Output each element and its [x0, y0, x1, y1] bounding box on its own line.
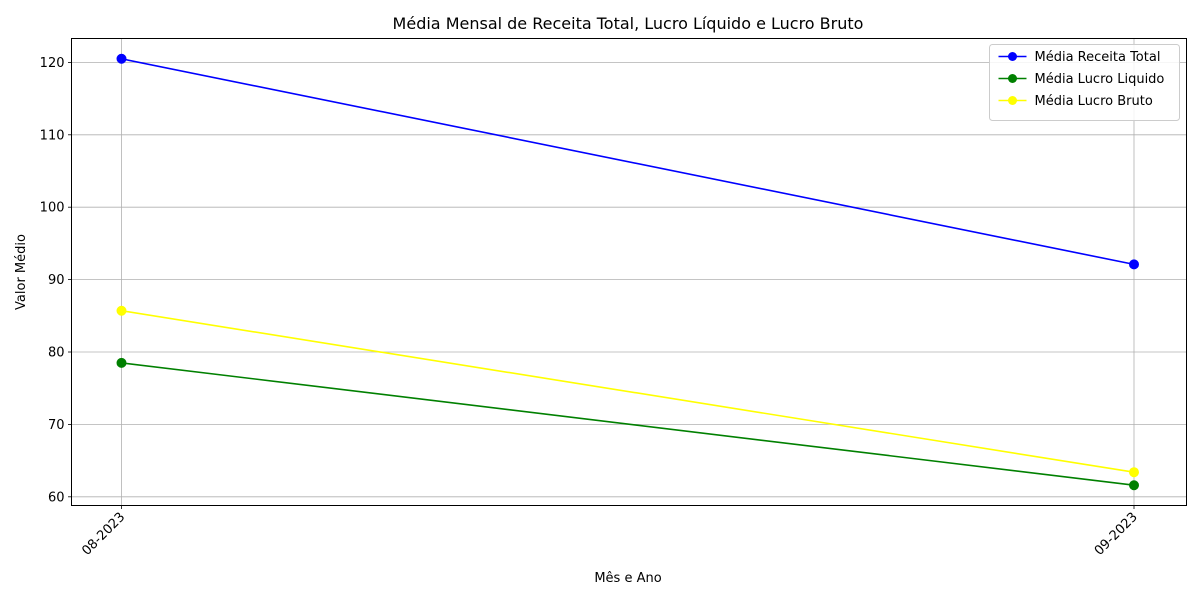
y-tick-label: 60 — [48, 490, 65, 505]
data-point — [116, 357, 127, 368]
series-line — [121, 309, 1135, 473]
y-tick-label: 100 — [40, 201, 65, 216]
legend-box — [989, 44, 1180, 121]
y-tick-label: 110 — [40, 128, 65, 143]
data-point — [116, 305, 127, 316]
x-tick-label: 08-2023 — [79, 510, 128, 559]
legend-label: Média Receita Total — [1035, 50, 1161, 65]
series-layer — [116, 53, 1139, 491]
axis-ticks: 60 70 80 90 100 110 120 08-2023 09-2023 — [40, 56, 1141, 559]
x-axis-label: Mês e Ano — [594, 571, 661, 586]
data-point — [1129, 259, 1139, 270]
legend-swatch-marker — [1008, 96, 1017, 105]
legend: Média Receita Total Média Lucro Liquido Mé… — [989, 44, 1180, 121]
legend-label: Média Lucro Bruto — [1035, 94, 1153, 109]
data-point — [1129, 467, 1139, 478]
series-line — [121, 362, 1135, 487]
chart-title: Média Mensal de Receita Total, Lucro Líq… — [393, 14, 864, 33]
y-tick-label: 80 — [48, 346, 65, 361]
grid — [71, 38, 1187, 506]
legend-swatch-marker — [1008, 52, 1017, 61]
plot-frame — [71, 38, 1187, 506]
series-line — [121, 57, 1135, 266]
y-tick-label: 70 — [48, 418, 65, 433]
legend-label: Média Lucro Liquido — [1035, 72, 1165, 87]
y-tick-label: 90 — [48, 273, 65, 288]
y-tick-label: 120 — [40, 56, 65, 71]
data-point — [1129, 480, 1139, 491]
x-tick-label: 09-2023 — [1092, 510, 1141, 559]
legend-swatch-marker — [1008, 74, 1017, 83]
y-axis-label: Valor Médio — [14, 234, 29, 310]
data-point — [116, 53, 127, 64]
